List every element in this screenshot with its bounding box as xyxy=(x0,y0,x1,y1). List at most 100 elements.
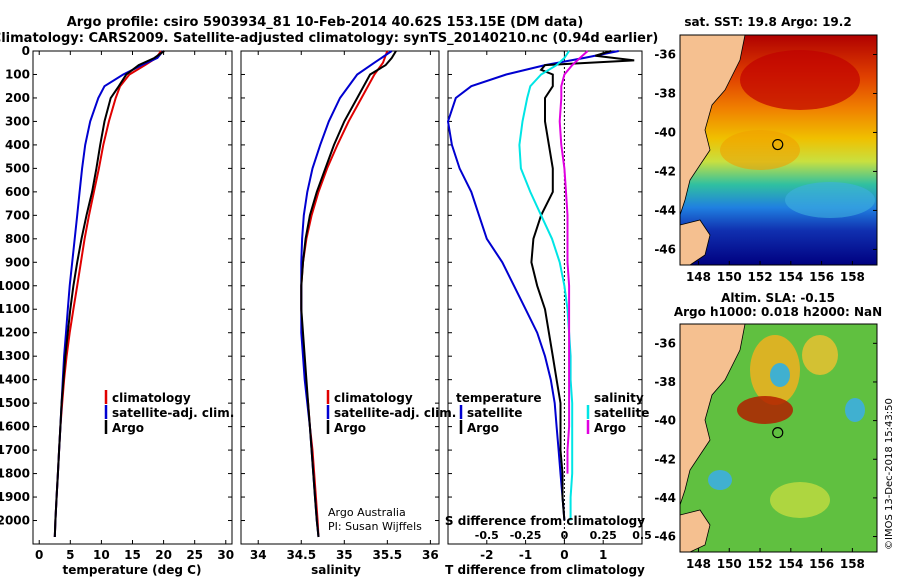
map-lon-label: 156 xyxy=(809,270,834,284)
sla-land-tasmania xyxy=(680,509,711,552)
map-lon-label: 148 xyxy=(686,557,711,571)
sst-map-axes: 148 150 152 154 156 158 -36 -38 -40 -42 -44 -46 xyxy=(654,47,877,284)
s-difference-ticks: -0.5 -0.25 0 0.25 0.5 xyxy=(475,529,652,542)
sla-low-3 xyxy=(708,470,732,490)
sst-argo-location-marker xyxy=(772,138,784,151)
map-lat-label: -38 xyxy=(654,375,676,389)
legend-temperature-title: temperature xyxy=(456,391,541,405)
sla-high-2 xyxy=(802,335,838,375)
map-lon-label: 156 xyxy=(809,557,834,571)
map-lat-label: -46 xyxy=(654,530,676,544)
sla-map-title-2: Argo h1000: 0.018 h2000: NaN xyxy=(674,305,882,319)
x-tick-label: 35 xyxy=(336,548,353,562)
map-lon-label: 154 xyxy=(778,557,803,571)
salinity-x-label: salinity xyxy=(311,563,361,577)
legend-t-satellite-label: satellite xyxy=(467,406,522,420)
legend-s-satellite-label: satellite xyxy=(594,406,649,420)
sla-map-frame xyxy=(679,323,878,553)
salinity-legend: climatology satellite-adj. clim. Argo xyxy=(326,390,456,435)
x-tick-label: 0 xyxy=(560,548,568,562)
depth-axis: 0100200300400500600700800900100011001200… xyxy=(0,44,234,562)
depth-tick-label: 600 xyxy=(5,185,30,199)
x-tick-label: 10 xyxy=(93,548,110,562)
difference-series xyxy=(446,50,635,521)
x-tick-label: -2 xyxy=(480,548,493,562)
sla-high-core xyxy=(737,396,793,424)
series-line-argo xyxy=(53,50,165,538)
sla-mid xyxy=(770,482,830,518)
map-lon-label: 148 xyxy=(686,270,711,284)
x-tick-label: 20 xyxy=(155,548,172,562)
map-lat-label: -42 xyxy=(654,164,676,178)
imos-watermark: ©IMOS 13-Dec-2018 15:43:50 xyxy=(884,398,895,550)
map-lat-label: -46 xyxy=(654,242,676,256)
x-tick-label: 36 xyxy=(422,548,439,562)
map-lon-label: 150 xyxy=(717,557,742,571)
depth-tick-label: 800 xyxy=(5,232,30,246)
sla-low-1 xyxy=(770,363,790,387)
map-lat-label: -36 xyxy=(654,336,676,350)
sst-map-frame xyxy=(679,34,878,266)
sst-warm-core xyxy=(740,50,860,110)
temperature-series xyxy=(53,50,165,538)
sst-cool-patch xyxy=(785,182,875,218)
legend-salinity-title: salinity xyxy=(594,391,644,405)
depth-tick-label: 1200 xyxy=(0,326,30,340)
x-tick-label: 5 xyxy=(66,548,74,562)
difference-panel: -2 -1 0 1 T difference from climatology S d… xyxy=(445,50,652,577)
legend-argo-label: Argo xyxy=(112,421,144,435)
x-tick-label: 0 xyxy=(35,548,43,562)
legend-argo-label: Argo xyxy=(334,421,366,435)
depth-tick-label: 100 xyxy=(5,67,30,81)
s-tick-label: 0.5 xyxy=(632,529,652,542)
x-tick-label: 34.5 xyxy=(286,548,316,562)
depth-tick-label: 500 xyxy=(5,161,30,175)
depth-tick-label: 700 xyxy=(5,208,30,222)
depth-tick-label: 1000 xyxy=(0,279,30,293)
s-tick-label: -0.25 xyxy=(510,529,542,542)
t-difference-x-label: T difference from climatology xyxy=(445,563,645,577)
depth-tick-label: 1600 xyxy=(0,420,30,434)
map-lat-label: -40 xyxy=(654,414,676,428)
depth-tick-label: 1400 xyxy=(0,373,30,387)
map-lon-label: 150 xyxy=(717,270,742,284)
salinity-axis: 34 34.5 35 35.5 36 xyxy=(241,50,439,562)
depth-tick-label: 1500 xyxy=(0,396,30,410)
map-lat-label: -42 xyxy=(654,452,676,466)
x-tick-label: 1 xyxy=(599,548,607,562)
depth-tick-label: 1800 xyxy=(0,467,30,481)
x-tick-label: -1 xyxy=(519,548,532,562)
series-line-s-satellite xyxy=(518,50,574,521)
sst-eddy xyxy=(720,130,800,170)
x-tick-label: 35.5 xyxy=(373,548,403,562)
series-line-climatology xyxy=(300,50,389,538)
depth-tick-label: 300 xyxy=(5,114,30,128)
depth-tick-label: 400 xyxy=(5,138,30,152)
s-tick-label: 0.25 xyxy=(590,529,617,542)
sst-map: sat. SST: 19.8 Argo: 19.2 148 150 152 154 15… xyxy=(654,15,878,284)
sla-map-axes: 148 150 152 154 156 158 -36 -38 -40 -42 -44 -46 xyxy=(654,336,877,571)
x-tick-label: 15 xyxy=(124,548,141,562)
depth-tick-label: 1900 xyxy=(0,490,30,504)
sla-low-2 xyxy=(845,398,865,422)
depth-tick-label: 1700 xyxy=(0,443,30,457)
map-lat-label: -44 xyxy=(654,491,676,505)
sla-land-australia xyxy=(680,324,746,506)
difference-axis: -2 -1 0 1 xyxy=(448,50,642,562)
s-tick-label: 0 xyxy=(561,529,569,542)
map-lon-label: 154 xyxy=(778,270,803,284)
legend-t-argo-label: Argo xyxy=(467,421,499,435)
legend-s-argo-label: Argo xyxy=(594,421,626,435)
depth-tick-label: 200 xyxy=(5,91,30,105)
temperature-panel: 0100200300400500600700800900100011001200… xyxy=(0,44,234,577)
map-lat-label: -38 xyxy=(654,86,676,100)
sst-land-australia xyxy=(680,35,746,216)
map-lon-label: 158 xyxy=(840,557,865,571)
series-line-t-satellite xyxy=(446,50,619,521)
legend-climatology-label: climatology xyxy=(112,391,191,405)
series-line-s-argo xyxy=(558,50,589,474)
temperature-x-label: temperature (deg C) xyxy=(63,563,202,577)
sla-map-title-1: Altim. SLA: -0.15 xyxy=(721,291,835,305)
difference-plot-frame xyxy=(447,50,643,545)
map-lon-label: 152 xyxy=(748,557,773,571)
